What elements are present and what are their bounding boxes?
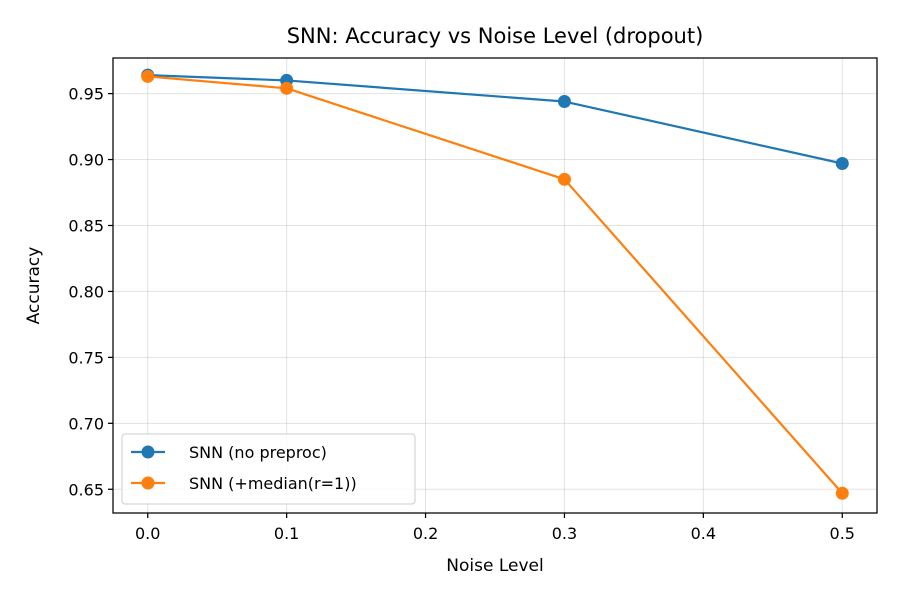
data-point [835, 486, 849, 500]
y-tick-label: 0.90 [68, 151, 104, 170]
grid [113, 58, 877, 513]
x-axis-label: Noise Level [446, 556, 543, 576]
series-line [147, 74, 843, 165]
y-tick-label: 0.80 [68, 282, 104, 301]
legend-label-series-2: SNN (+median(r=1)) [189, 474, 357, 493]
x-tick-label: 0.3 [552, 524, 577, 543]
legend-marker-series-2 [141, 476, 155, 490]
data-point [557, 172, 571, 186]
y-tick-label: 0.95 [68, 85, 104, 104]
axis-ticks: 0.0 0.1 0.2 0.3 0.4 0.5 0.65 0.70 0.75 0.80 0.85 0.… [68, 85, 855, 543]
data-point [835, 157, 849, 171]
legend-label-series-1: SNN (no preproc) [189, 443, 327, 462]
series-line [147, 75, 844, 494]
data-point [280, 81, 294, 95]
data-point [557, 95, 571, 109]
legend-box [121, 433, 416, 505]
y-tick-label: 0.85 [68, 216, 104, 235]
y-tick-label: 0.75 [68, 348, 104, 367]
legend: SNN (no preproc) SNN (+median(r=1)) [121, 433, 416, 505]
x-tick-label: 0.4 [691, 524, 716, 543]
y-axis-label: Accuracy [24, 247, 44, 325]
y-tick-label: 0.65 [68, 480, 104, 499]
x-tick-label: 0.5 [830, 524, 855, 543]
x-tick-label: 0.1 [274, 524, 299, 543]
chart-title: SNN: Accuracy vs Noise Level (dropout) [287, 24, 704, 48]
x-tick-label: 0.2 [413, 524, 438, 543]
y-tick-label: 0.70 [68, 414, 104, 433]
plot-frame [112, 57, 878, 514]
x-tick-label: 0.0 [135, 524, 160, 543]
series-2 [141, 69, 849, 500]
plot-series [141, 68, 849, 500]
legend-marker-series-1 [141, 445, 155, 459]
data-point [141, 69, 155, 83]
